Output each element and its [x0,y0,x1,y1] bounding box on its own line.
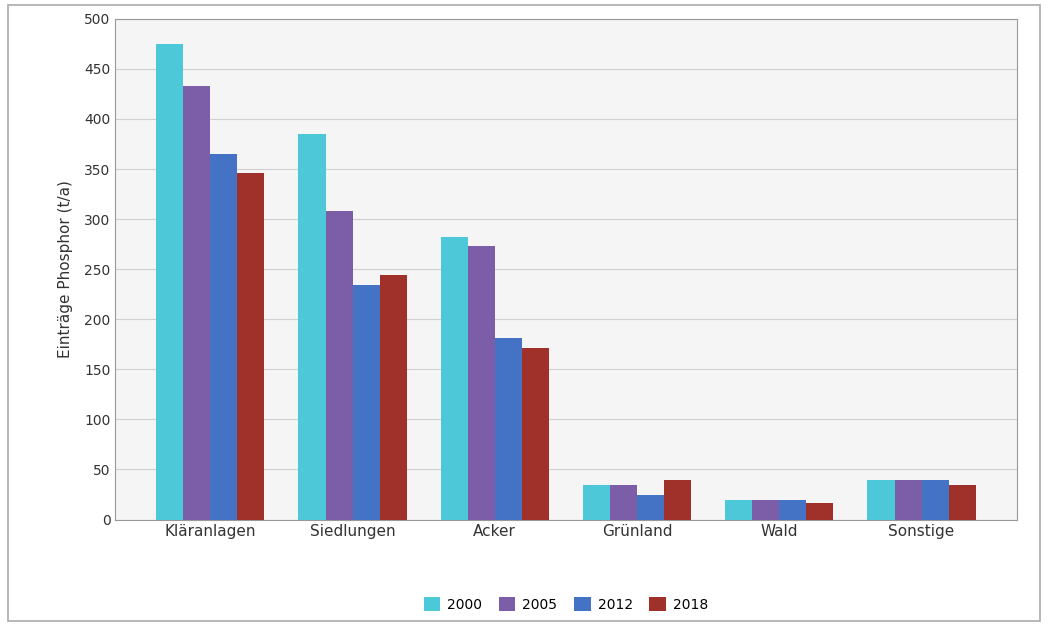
Bar [441,237,467,520]
Bar [183,86,211,520]
Bar [752,500,780,520]
Bar [379,275,407,520]
Bar [780,500,806,520]
Bar [211,154,237,520]
Bar [895,480,921,520]
Bar [467,246,495,520]
Bar [326,211,352,520]
Bar [583,485,610,520]
Bar [637,495,664,520]
Bar [664,480,691,520]
Bar [806,503,833,520]
Bar [299,134,326,520]
Bar [725,500,752,520]
Bar [948,485,976,520]
Bar [156,44,183,520]
Bar [868,480,895,520]
Bar [352,285,379,520]
Bar [522,348,549,520]
Legend: 2000, 2005, 2012, 2018: 2000, 2005, 2012, 2018 [418,592,714,617]
Bar [237,173,264,520]
Bar [610,485,637,520]
Bar [495,338,522,520]
Y-axis label: Einträge Phosphor (t/a): Einträge Phosphor (t/a) [58,180,73,358]
Bar [921,480,948,520]
